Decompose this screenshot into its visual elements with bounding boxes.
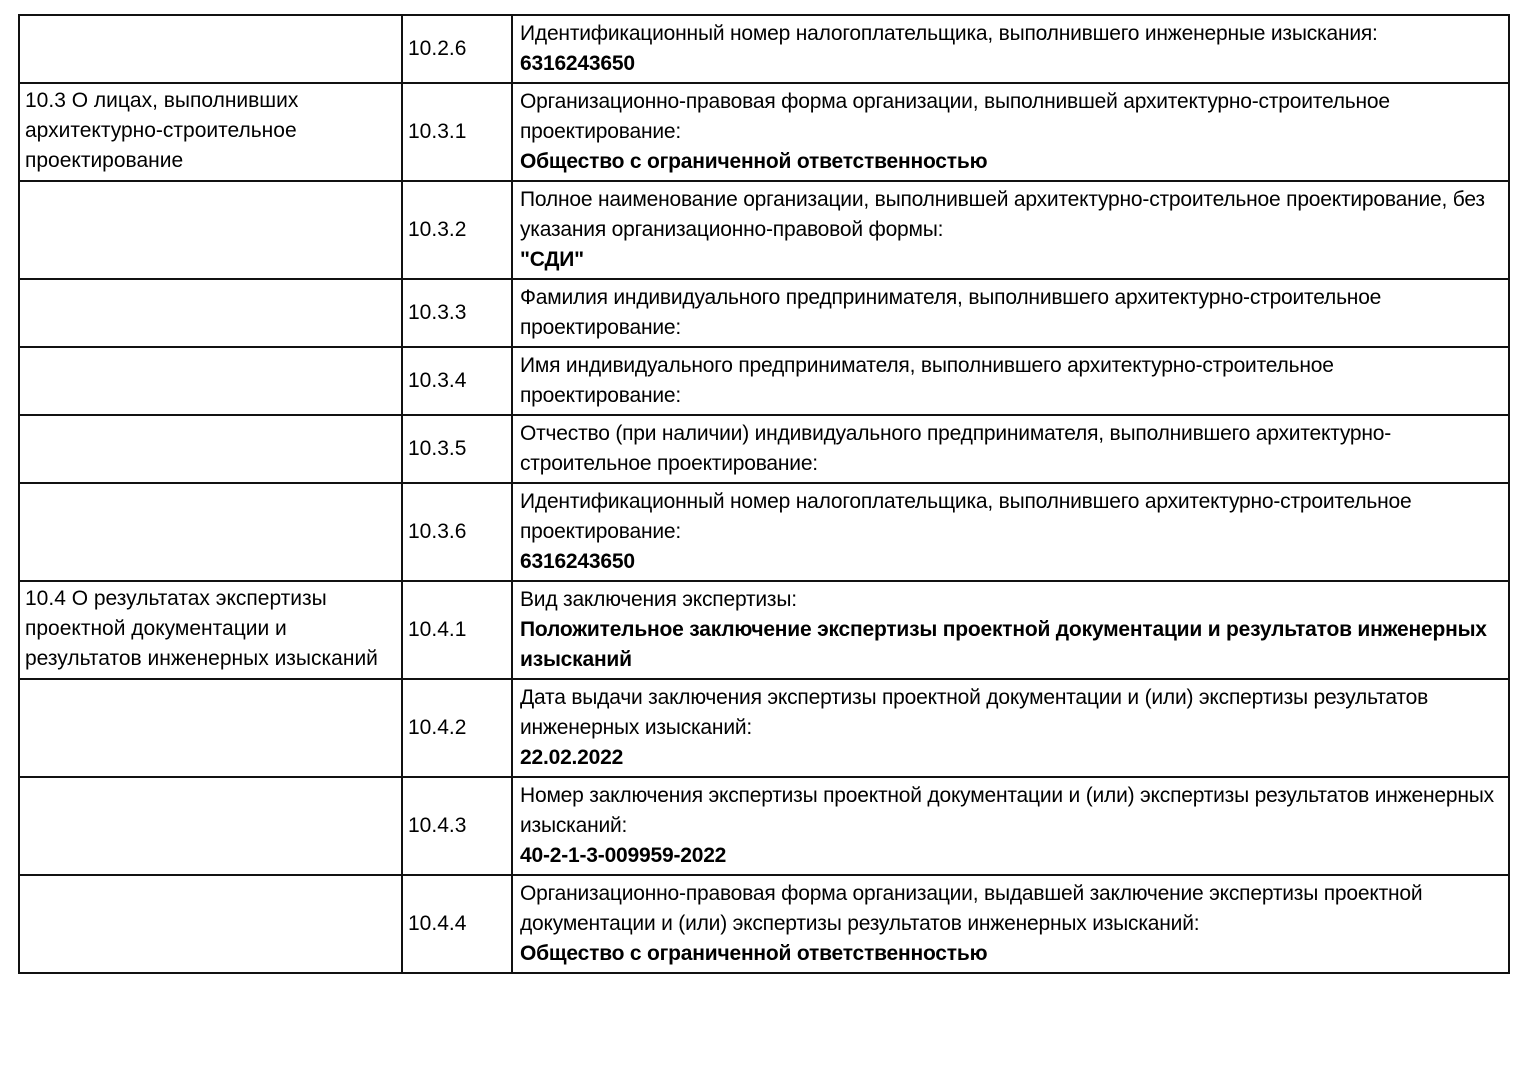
code-cell: 10.3.1 bbox=[401, 82, 513, 182]
field-label: Дата выдачи заключения экспертизы проект… bbox=[520, 686, 1429, 739]
section-cell bbox=[18, 180, 403, 280]
table-row: 10.4.4 Организационно-правовая форма орг… bbox=[18, 874, 1510, 974]
item-code: 10.4.4 bbox=[408, 912, 467, 935]
field-label: Идентификационный номер налогоплательщик… bbox=[520, 22, 1378, 45]
field-value: Общество с ограниченной ответственностью bbox=[520, 942, 988, 965]
table-row: 10.4.3 Номер заключения экспертизы проек… bbox=[18, 776, 1510, 876]
content-cell: Отчество (при наличии) индивидуального п… bbox=[511, 414, 1510, 484]
code-cell: 10.3.6 bbox=[401, 482, 513, 582]
item-code: 10.4.2 bbox=[408, 716, 467, 739]
field-label: Идентификационный номер налогоплательщик… bbox=[520, 490, 1412, 543]
field-label: Номер заключения экспертизы проектной до… bbox=[520, 784, 1494, 837]
section-cell bbox=[18, 414, 403, 484]
item-code: 10.3.4 bbox=[408, 369, 467, 392]
section-cell bbox=[18, 776, 403, 876]
item-code: 10.3.2 bbox=[408, 218, 467, 241]
field-value: 40-2-1-3-009959-2022 bbox=[520, 844, 727, 867]
field-label: Организационно-правовая форма организаци… bbox=[520, 90, 1390, 143]
section-cell bbox=[18, 346, 403, 416]
table-row: 10.2.6 Идентификационный номер налогопла… bbox=[18, 14, 1510, 84]
item-code: 10.4.3 bbox=[408, 814, 467, 837]
item-code: 10.3.6 bbox=[408, 520, 467, 543]
section-label: 10.4 О результатах экспертизы проектной … bbox=[25, 587, 378, 670]
field-label: Фамилия индивидуального предпринимателя,… bbox=[520, 286, 1382, 339]
code-cell: 10.2.6 bbox=[401, 14, 513, 84]
field-value: 6316243650 bbox=[520, 550, 635, 573]
content-cell: Организационно-правовая форма организаци… bbox=[511, 874, 1510, 974]
table-row: 10.4.2 Дата выдачи заключения экспертизы… bbox=[18, 678, 1510, 778]
table-row: 10.3.5 Отчество (при наличии) индивидуал… bbox=[18, 414, 1510, 484]
item-code: 10.2.6 bbox=[408, 37, 467, 60]
declaration-table-body: 10.2.6 Идентификационный номер налогопла… bbox=[18, 14, 1510, 974]
section-label: 10.3 О лицах, выполнивших архитектурно-с… bbox=[25, 89, 299, 172]
item-code: 10.3.1 bbox=[408, 120, 467, 143]
project-declaration-document: 10.2.6 Идентификационный номер налогопла… bbox=[18, 14, 1510, 974]
code-cell: 10.3.3 bbox=[401, 278, 513, 348]
code-cell: 10.4.4 bbox=[401, 874, 513, 974]
table-row: 10.3.3 Фамилия индивидуального предприни… bbox=[18, 278, 1510, 348]
item-code: 10.4.1 bbox=[408, 618, 467, 641]
content-cell: Идентификационный номер налогоплательщик… bbox=[511, 482, 1510, 582]
code-cell: 10.3.4 bbox=[401, 346, 513, 416]
field-value: "СДИ" bbox=[520, 248, 584, 271]
field-value: 22.02.2022 bbox=[520, 746, 624, 769]
declaration-table: 10.2.6 Идентификационный номер налогопла… bbox=[18, 14, 1510, 974]
table-row: 10.4 О результатах экспертизы проектной … bbox=[18, 580, 1510, 680]
section-cell bbox=[18, 14, 403, 84]
code-cell: 10.4.2 bbox=[401, 678, 513, 778]
table-row: 10.3.2 Полное наименование организации, … bbox=[18, 180, 1510, 280]
content-cell: Полное наименование организации, выполни… bbox=[511, 180, 1510, 280]
field-label: Имя индивидуального предпринимателя, вып… bbox=[520, 354, 1334, 407]
field-value: 6316243650 bbox=[520, 52, 635, 75]
section-cell bbox=[18, 278, 403, 348]
field-label: Полное наименование организации, выполни… bbox=[520, 188, 1485, 241]
item-code: 10.3.5 bbox=[408, 437, 467, 460]
section-cell bbox=[18, 678, 403, 778]
section-cell bbox=[18, 874, 403, 974]
content-cell: Фамилия индивидуального предпринимателя,… bbox=[511, 278, 1510, 348]
item-code: 10.3.3 bbox=[408, 301, 467, 324]
content-cell: Имя индивидуального предпринимателя, вып… bbox=[511, 346, 1510, 416]
section-cell: 10.3 О лицах, выполнивших архитектурно-с… bbox=[18, 82, 403, 182]
code-cell: 10.3.5 bbox=[401, 414, 513, 484]
table-row: 10.3 О лицах, выполнивших архитектурно-с… bbox=[18, 82, 1510, 182]
content-cell: Идентификационный номер налогоплательщик… bbox=[511, 14, 1510, 84]
content-cell: Организационно-правовая форма организаци… bbox=[511, 82, 1510, 182]
field-value: Положительное заключение экспертизы прое… bbox=[520, 618, 1487, 671]
field-label: Отчество (при наличии) индивидуального п… bbox=[520, 422, 1392, 475]
code-cell: 10.4.3 bbox=[401, 776, 513, 876]
field-label: Вид заключения экспертизы: bbox=[520, 588, 797, 611]
field-label: Организационно-правовая форма организаци… bbox=[520, 882, 1423, 935]
table-row: 10.3.4 Имя индивидуального предпринимате… bbox=[18, 346, 1510, 416]
section-cell bbox=[18, 482, 403, 582]
code-cell: 10.3.2 bbox=[401, 180, 513, 280]
code-cell: 10.4.1 bbox=[401, 580, 513, 680]
content-cell: Вид заключения экспертизы: Положительное… bbox=[511, 580, 1510, 680]
content-cell: Номер заключения экспертизы проектной до… bbox=[511, 776, 1510, 876]
section-cell: 10.4 О результатах экспертизы проектной … bbox=[18, 580, 403, 680]
table-row: 10.3.6 Идентификационный номер налогопла… bbox=[18, 482, 1510, 582]
content-cell: Дата выдачи заключения экспертизы проект… bbox=[511, 678, 1510, 778]
field-value: Общество с ограниченной ответственностью bbox=[520, 150, 988, 173]
